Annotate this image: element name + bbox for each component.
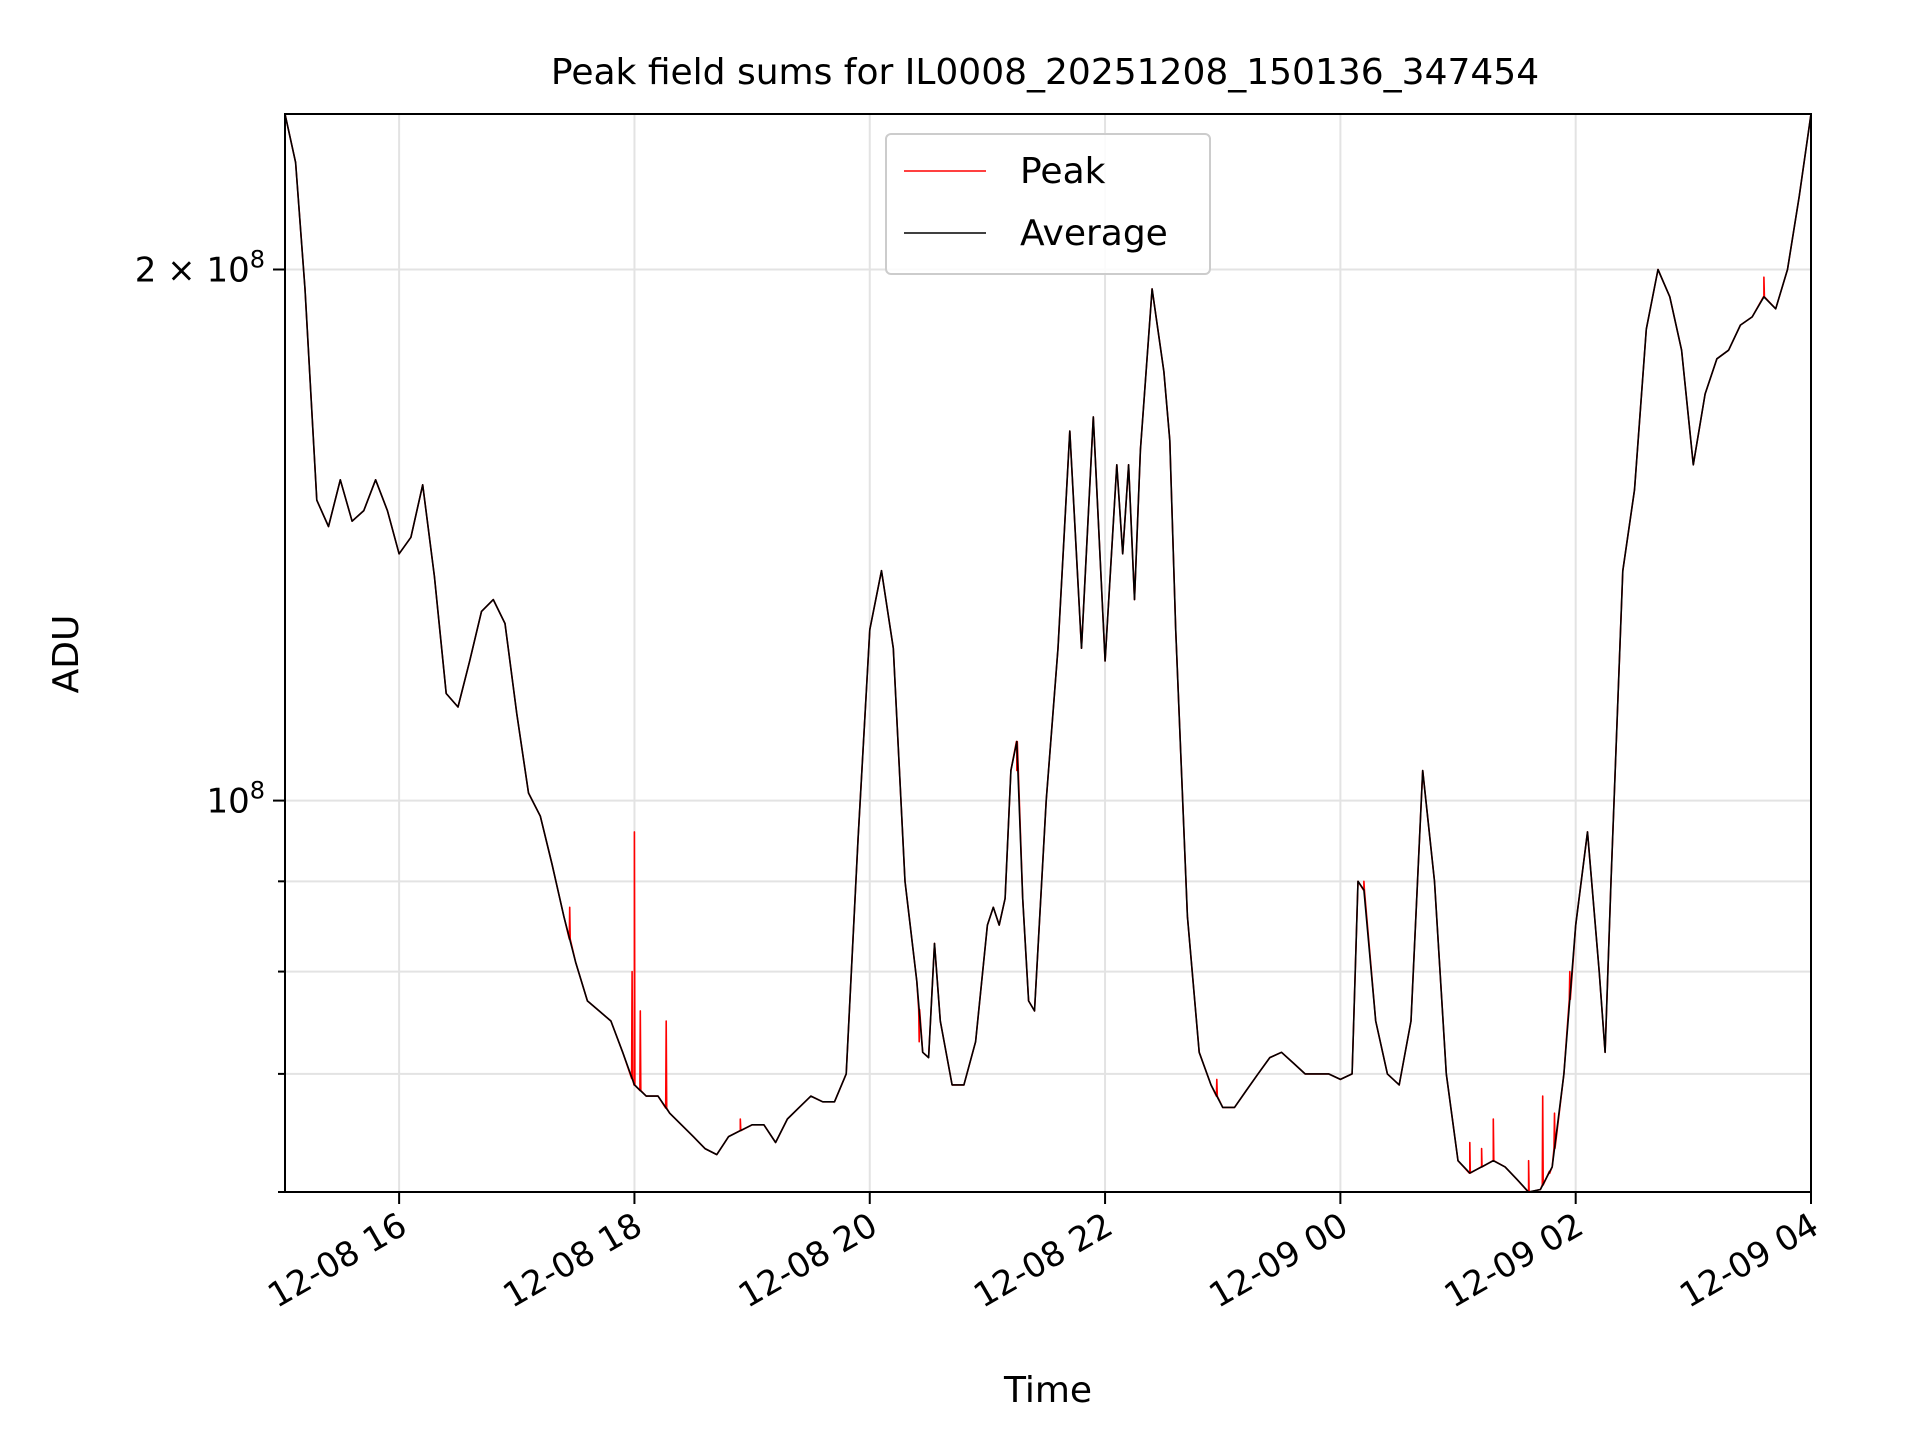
plot-frame [284,113,1812,1193]
plot-series [284,113,1812,1193]
x-axis-label: Time [1003,1370,1092,1411]
series-average-line [284,113,1812,1193]
legend-average-label: Average [1020,213,1168,254]
y-axis-label: ADU [46,615,87,694]
y-axis: 108 2 × 108 [135,245,285,1193]
legend-box [885,133,1211,275]
y-tick-label: 2 × 108 [135,245,265,290]
grid [285,114,1811,1193]
chart-title: Peak field sums for IL0008_20251208_1501… [551,52,1539,93]
legend-peak-label: Peak [1020,151,1106,192]
y-tick-label: 108 [206,777,265,822]
legend: Peak Average [885,133,1211,275]
